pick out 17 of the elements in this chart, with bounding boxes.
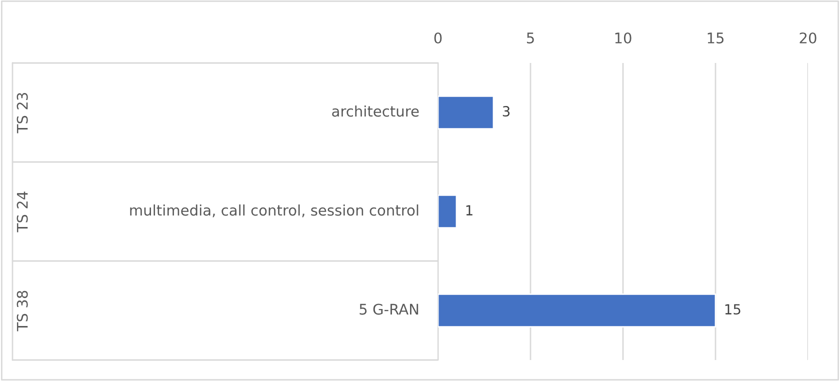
data-label: 1: [466, 205, 472, 216]
data-label: 15: [725, 304, 740, 315]
x-tick-label: 5: [526, 32, 534, 44]
x-tick-label: 15: [708, 32, 724, 44]
text: TS 23: [16, 92, 28, 134]
x-tick-label: 0: [434, 32, 442, 44]
x-tick-label: 20: [800, 32, 816, 44]
y-tick-label: multimedia, call control, session control: [130, 204, 418, 218]
text: TS 38: [16, 290, 28, 332]
y-tick-label: architecture: [332, 105, 419, 117]
x-tick-label: 10: [615, 32, 632, 44]
y-tick-label: 5 G-RAN: [360, 304, 418, 315]
bar: [438, 293, 716, 328]
bar: [438, 95, 494, 130]
data-label: 3: [502, 106, 510, 117]
text: TS 24: [16, 192, 28, 232]
bar: [438, 194, 458, 229]
